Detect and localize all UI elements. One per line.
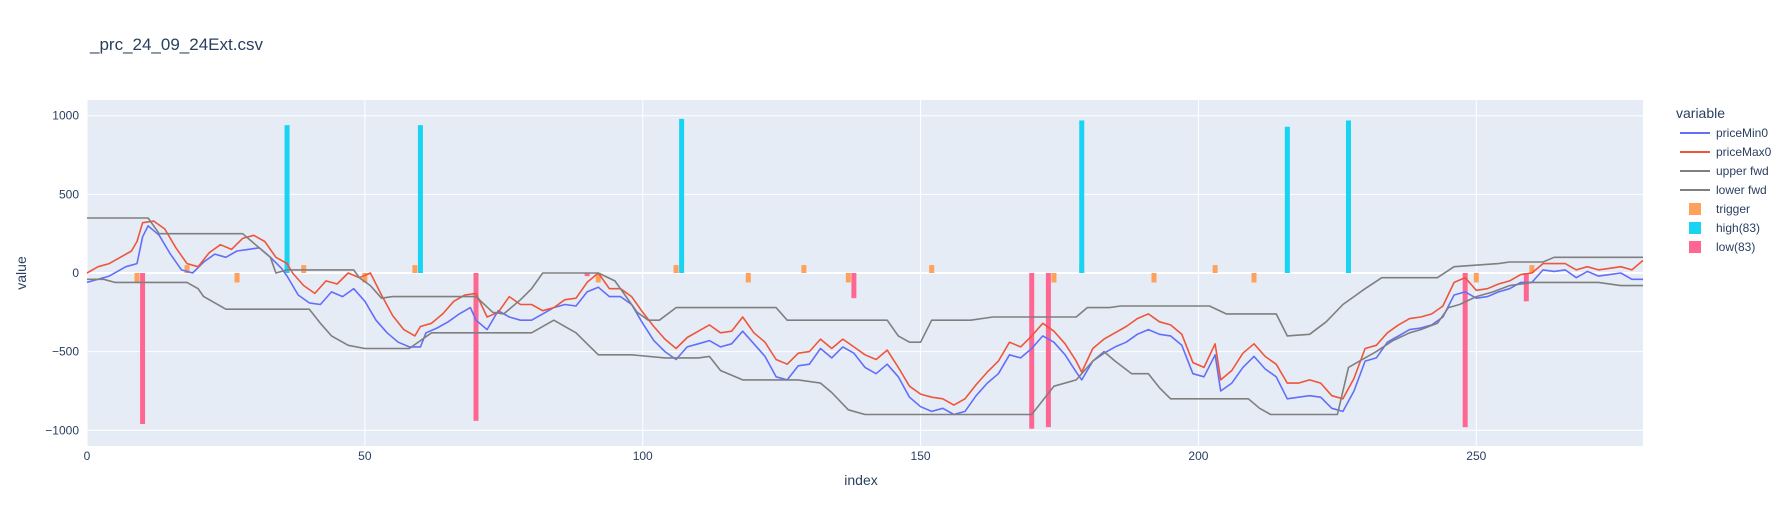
- line-series: [86, 217, 1644, 416]
- legend-label-upper-fwd: upper fwd: [1716, 164, 1769, 178]
- y-axis-title: value: [13, 256, 29, 290]
- bar-trigger: [362, 273, 368, 283]
- bar-trigger: [845, 273, 851, 283]
- bar-low-83-: [1045, 273, 1051, 428]
- y-tick-label: 500: [59, 187, 79, 201]
- bar-low-83-: [1523, 273, 1529, 302]
- legend-swatch-low-83-: [1689, 241, 1701, 253]
- x-axis-ticks: 0 50 100 150 200 250: [84, 449, 1487, 463]
- x-axis-title: index: [844, 472, 877, 488]
- bar-trigger: [745, 273, 751, 283]
- bar-low-83-: [851, 273, 857, 299]
- bar-trigger: [301, 265, 307, 273]
- chart-title: _prc_24_09_24Ext.csv: [89, 35, 263, 54]
- legend-swatch-high-83-: [1689, 222, 1701, 234]
- x-tick-label: 250: [1466, 449, 1486, 463]
- bar-high-83-: [1345, 120, 1351, 273]
- bar-high-83-: [417, 125, 423, 273]
- x-tick-label: 200: [1188, 449, 1208, 463]
- bar-high-83-: [1284, 126, 1290, 274]
- legend-label-lower-fwd: lower fwd: [1716, 183, 1767, 197]
- bar-trigger: [929, 265, 935, 273]
- x-tick-label: 150: [911, 449, 931, 463]
- bar-trigger: [595, 273, 601, 283]
- bar-trigger: [412, 265, 418, 273]
- line-pricemin0: [86, 225, 1643, 416]
- y-tick-label: −500: [52, 345, 79, 359]
- bar-low-83-: [1029, 273, 1035, 429]
- bar-trigger: [1151, 273, 1157, 283]
- y-tick-label: 1000: [52, 109, 79, 123]
- x-tick-label: 0: [84, 449, 91, 463]
- bar-trigger: [1251, 273, 1257, 283]
- gridlines: [86, 100, 1643, 446]
- bar-low-83-: [473, 273, 479, 421]
- y-axis-ticks: −1000 −500 0 500 1000: [45, 109, 79, 438]
- legend-label-high-83-: high(83): [1716, 221, 1760, 235]
- bar-low-83-: [584, 273, 590, 277]
- line-lower-fwd: [87, 278, 1643, 416]
- x-tick-label: 50: [358, 449, 372, 463]
- legend-label-pricemax0: priceMax0: [1716, 145, 1772, 159]
- bar-trigger: [1473, 273, 1479, 283]
- bar-trigger: [1212, 265, 1218, 273]
- bar-trigger: [134, 273, 140, 283]
- bar-low-83-: [1462, 273, 1468, 428]
- bar-trigger: [234, 273, 240, 283]
- bar-trigger: [1529, 265, 1535, 273]
- bar-trigger: [673, 265, 679, 273]
- bar-high-83-: [1079, 120, 1085, 273]
- legend-label-low-83-: low(83): [1716, 240, 1755, 254]
- x-tick-label: 100: [633, 449, 653, 463]
- bar-high-83-: [679, 118, 685, 273]
- line-upper-fwd: [87, 217, 1643, 343]
- bar-low-83-: [140, 273, 146, 424]
- legend-swatch-trigger: [1689, 203, 1701, 215]
- legend-label-trigger: trigger: [1716, 202, 1750, 216]
- legend-title: variable: [1676, 105, 1725, 121]
- line-pricemax0: [86, 220, 1644, 406]
- y-tick-label: 0: [72, 266, 79, 280]
- bar-trigger: [801, 265, 807, 273]
- bar-trigger: [1051, 273, 1057, 283]
- bar-trigger: [184, 265, 190, 273]
- legend[interactable]: variable priceMin0 priceMax0 upper fwd lowe…: [1676, 105, 1772, 254]
- bar-series: [134, 118, 1535, 429]
- y-tick-label: −1000: [45, 423, 79, 437]
- legend-label-pricemin0: priceMin0: [1716, 126, 1768, 140]
- bar-high-83-: [284, 125, 290, 273]
